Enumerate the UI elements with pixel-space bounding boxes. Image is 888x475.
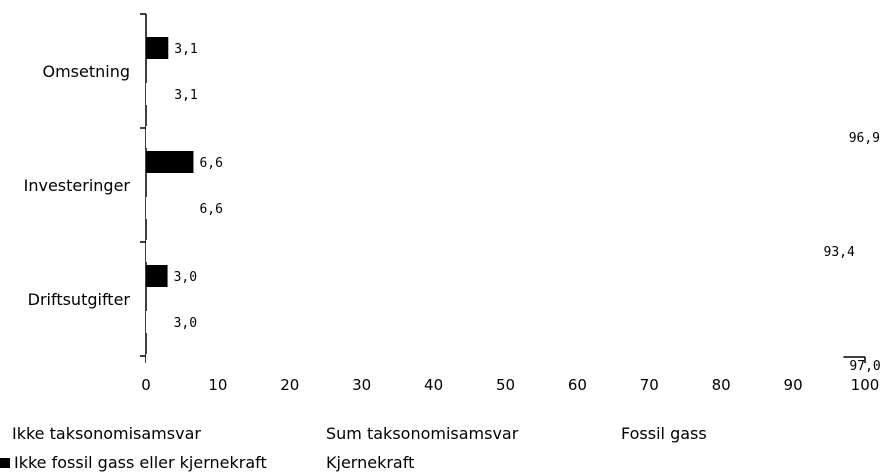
legend-item-ikke-fossil-gass-eller-kjernekraft: Ikke fossil gass eller kjernekraft [0,453,267,472]
legend-item-ikke-taksonomisamsvar: Ikke taksonomisamsvar [12,424,201,443]
x-tick-label: 50 [496,376,515,394]
x-tick-label: 40 [424,376,443,394]
legend-label: Sum taksonomisamsvar [326,424,519,443]
data-label: 93,4 [824,245,855,260]
bar [146,37,169,59]
x-tick-label: 30 [352,376,371,394]
legend-label: Ikke fossil gass eller kjernekraft [14,453,267,472]
x-tick-label: 60 [568,376,587,394]
x-tick-label: 100 [851,376,880,394]
bar [146,240,818,262]
legend-label: Kjernekraft [326,453,415,472]
legend-label: Ikke taksonomisamsvar [12,424,201,443]
data-label: 3,0 [174,270,197,285]
bar [146,311,168,333]
data-label: 6,6 [199,156,222,171]
legend-swatch [0,457,10,468]
chart-legend: Ikke taksonomisamsvar Sum taksonomisamsv… [0,418,888,475]
category-label: Investeringer [24,176,131,195]
x-tick-label: 70 [640,376,659,394]
data-label: 6,6 [199,202,222,217]
x-tick-label: 90 [784,376,803,394]
bar [146,354,844,376]
data-label: 3,1 [174,42,197,57]
legend-item-sum-taksonomisamsvar: Sum taksonomisamsvar [326,424,518,443]
bar [146,197,194,219]
x-tick-label: 0 [141,376,151,394]
chart-axes: 0 10 20 30 40 50 60 70 80 90 100 Omsetning Investeri… [24,13,880,394]
legend-item-kjernekraft: Kjernekraft [326,453,414,472]
x-tick-label: 20 [280,376,299,394]
legend-label: Fossil gass [621,424,707,443]
data-label: 97,0 [849,359,880,374]
category-label: Driftsutgifter [28,290,131,309]
category-label: Omsetning [42,62,130,81]
bar [146,265,168,287]
bar [146,83,169,105]
chart-marks: 3,1 6,6 3,0 3,1 6,6 3,0 96,9 93,4 97,0 [146,37,881,376]
data-label: 3,1 [174,88,197,103]
x-tick-label: 80 [712,376,731,394]
x-tick-label: 10 [208,376,227,394]
data-label: 96,9 [849,131,880,146]
legend-item-fossil-gass: Fossil gass [621,424,707,443]
data-label: 3,0 [174,316,197,331]
bar [146,126,843,148]
bar [146,151,194,173]
